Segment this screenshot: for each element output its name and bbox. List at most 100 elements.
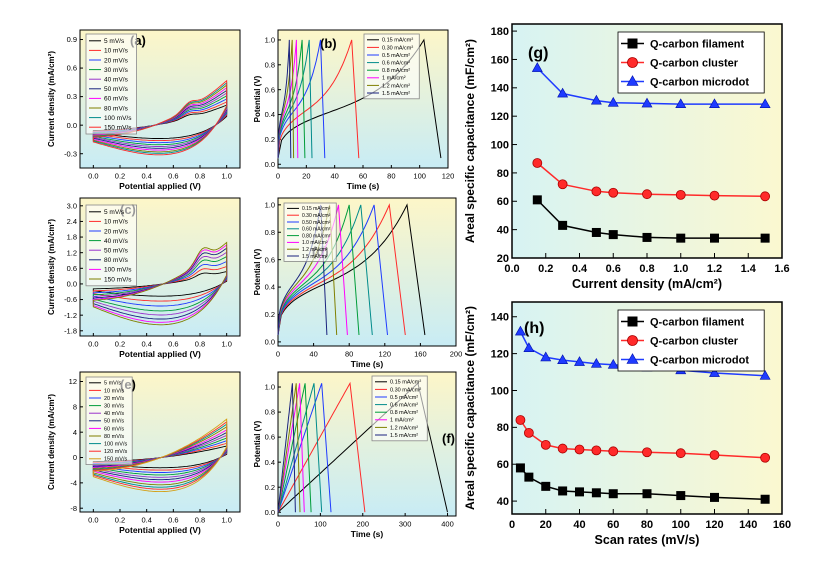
legend-entry-a: 80 mV/s — [104, 105, 129, 112]
y-tick-label-g: 100 — [491, 139, 509, 151]
legend-entry-d: 0.60 mA/cm² — [302, 227, 331, 233]
y-tick-label-a: -0.3 — [64, 149, 77, 158]
legend-entry-a: 10 mV/s — [104, 48, 129, 55]
x-tick-label-b: 60 — [359, 172, 367, 181]
x-tick-label-g: 0.4 — [572, 263, 588, 275]
legend-entry-c: 20 mV/s — [104, 228, 129, 235]
cv-curve — [92, 265, 228, 302]
gcd-curve — [277, 204, 373, 336]
y-tick-label-b: 0.8 — [265, 60, 275, 69]
y-tick-label-f: 0.2 — [265, 483, 275, 492]
data-point — [642, 189, 652, 200]
y-tick-label-h: 140 — [491, 312, 509, 324]
y-axis-label-a: Current density (mA/cm²) — [47, 51, 56, 147]
x-tick-label-d: 0 — [276, 350, 280, 359]
x-tick-label-g: 1.2 — [707, 263, 722, 275]
y-tick-label-f: 0.8 — [265, 408, 275, 417]
y-tick-label-d: 0.4 — [265, 283, 275, 292]
data-point — [540, 439, 551, 450]
data-point — [557, 354, 569, 364]
x-axis-label-c: Potential applied (V) — [119, 349, 201, 359]
cv-curve — [92, 418, 228, 493]
legend-entry-f: 0.15 mA/cm² — [390, 380, 421, 386]
data-point — [759, 369, 771, 380]
chart-panel-f: 0 100 200 300 400 0.0 0.2 0.4 0.6 0.8 1.0 Time (s) P… — [253, 371, 457, 539]
legend-entry-b: 1.5 mA/cm² — [382, 91, 410, 97]
data-point — [627, 316, 638, 327]
y-tick-label-d: 0.8 — [265, 228, 275, 237]
data-point — [515, 463, 525, 473]
x-tick-label-g: 0.2 — [538, 263, 553, 275]
y-axis-label-g: Areal specific capacitance (mF/cm²) — [463, 39, 477, 243]
data-point — [676, 233, 686, 243]
data-point — [574, 356, 585, 366]
legend-entry-e: 10 mV/s — [104, 388, 124, 394]
panel-label-h: (h) — [524, 320, 544, 337]
data-point — [760, 191, 771, 202]
legend-entry-g: Q-carbon cluster — [650, 57, 739, 69]
data-point — [710, 233, 719, 243]
y-tick-label-c: -1.8 — [64, 326, 77, 335]
x-axis-label-h: Scan rates (mV/s) — [595, 533, 700, 547]
chart-panel-e: 0.0 0.2 0.4 0.6 0.8 1.0 -8 -4 0 4 8 12 Potential app… — [47, 371, 241, 535]
y-tick-label-g: 120 — [491, 111, 509, 123]
data-point — [541, 481, 551, 491]
y-tick-label-g: 20 — [497, 253, 509, 265]
legend-entry-h: Q-carbon filament — [650, 316, 744, 328]
y-tick-label-c: 0.6 — [67, 264, 77, 273]
y-tick-label-e: 4 — [73, 428, 77, 437]
x-tick-label-d: 40 — [309, 350, 317, 359]
plot-frame-d — [277, 197, 457, 347]
x-tick-label-d: 200 — [450, 350, 463, 359]
x-tick-label-e: 0.6 — [168, 516, 178, 525]
plot-frame-c — [79, 197, 241, 337]
data-point — [591, 186, 602, 197]
x-tick-label-h: 120 — [705, 519, 723, 531]
data-point — [641, 97, 653, 108]
x-tick-label-g: 0.8 — [639, 263, 654, 275]
y-tick-label-c: -0.6 — [64, 295, 77, 304]
gcd-curve — [277, 381, 366, 513]
cv-curve — [92, 260, 228, 307]
x-tick-label-e: 0.0 — [88, 516, 98, 525]
data-point — [627, 38, 638, 49]
data-point — [590, 94, 602, 105]
legend-box-f — [371, 375, 428, 442]
data-point — [531, 62, 543, 72]
legend-entry-d: 1.5 mA/cm² — [302, 254, 328, 260]
chart-panel-b: 0 20 40 60 80 100 120 0.0 0.2 0.4 0.6 0.8 1.0 Time (s… — [253, 29, 454, 191]
x-tick-label-c: 0.2 — [115, 340, 125, 349]
legend-entry-b: 0.5 mA/cm² — [382, 53, 410, 59]
panel-label-g: (g) — [528, 45, 548, 62]
y-tick-label-h: 60 — [497, 459, 509, 471]
legend-entry-e: 50 mV/s — [104, 419, 124, 425]
x-tick-label-f: 0 — [276, 520, 280, 529]
plot-frame-g — [511, 23, 783, 259]
legend-entry-e: 40 mV/s — [104, 411, 124, 417]
x-tick-label-a: 0.0 — [88, 172, 98, 181]
y-axis-label-c: Current density (mA/cm²) — [47, 219, 56, 315]
legend-entry-a: 30 mV/s — [104, 67, 129, 74]
x-tick-label-b: 80 — [387, 172, 395, 181]
y-tick-label-h: 120 — [491, 348, 509, 360]
panel-label-b: (b) — [320, 36, 337, 51]
y-tick-label-c: 0.0 — [67, 280, 77, 289]
y-tick-label-c: 2.4 — [67, 217, 77, 226]
data-point — [675, 189, 686, 200]
legend-entry-c: 80 mV/s — [104, 257, 129, 264]
legend-entry-b: 0.6 mA/cm² — [382, 61, 410, 67]
data-point — [608, 489, 618, 499]
x-tick-label-c: 0.4 — [141, 340, 151, 349]
series-line — [536, 67, 766, 105]
legend-entry-a: 100 mV/s — [104, 115, 132, 122]
data-point — [523, 427, 534, 438]
data-point — [642, 447, 652, 458]
legend-entry-c: 50 mV/s — [104, 247, 129, 254]
y-tick-label-f: 1.0 — [265, 383, 275, 392]
data-point — [627, 57, 638, 68]
data-point — [642, 489, 652, 499]
plot-frame-b — [277, 29, 449, 169]
data-point — [709, 190, 720, 201]
legend-entry-f: 0.30 mA/cm² — [390, 387, 421, 393]
